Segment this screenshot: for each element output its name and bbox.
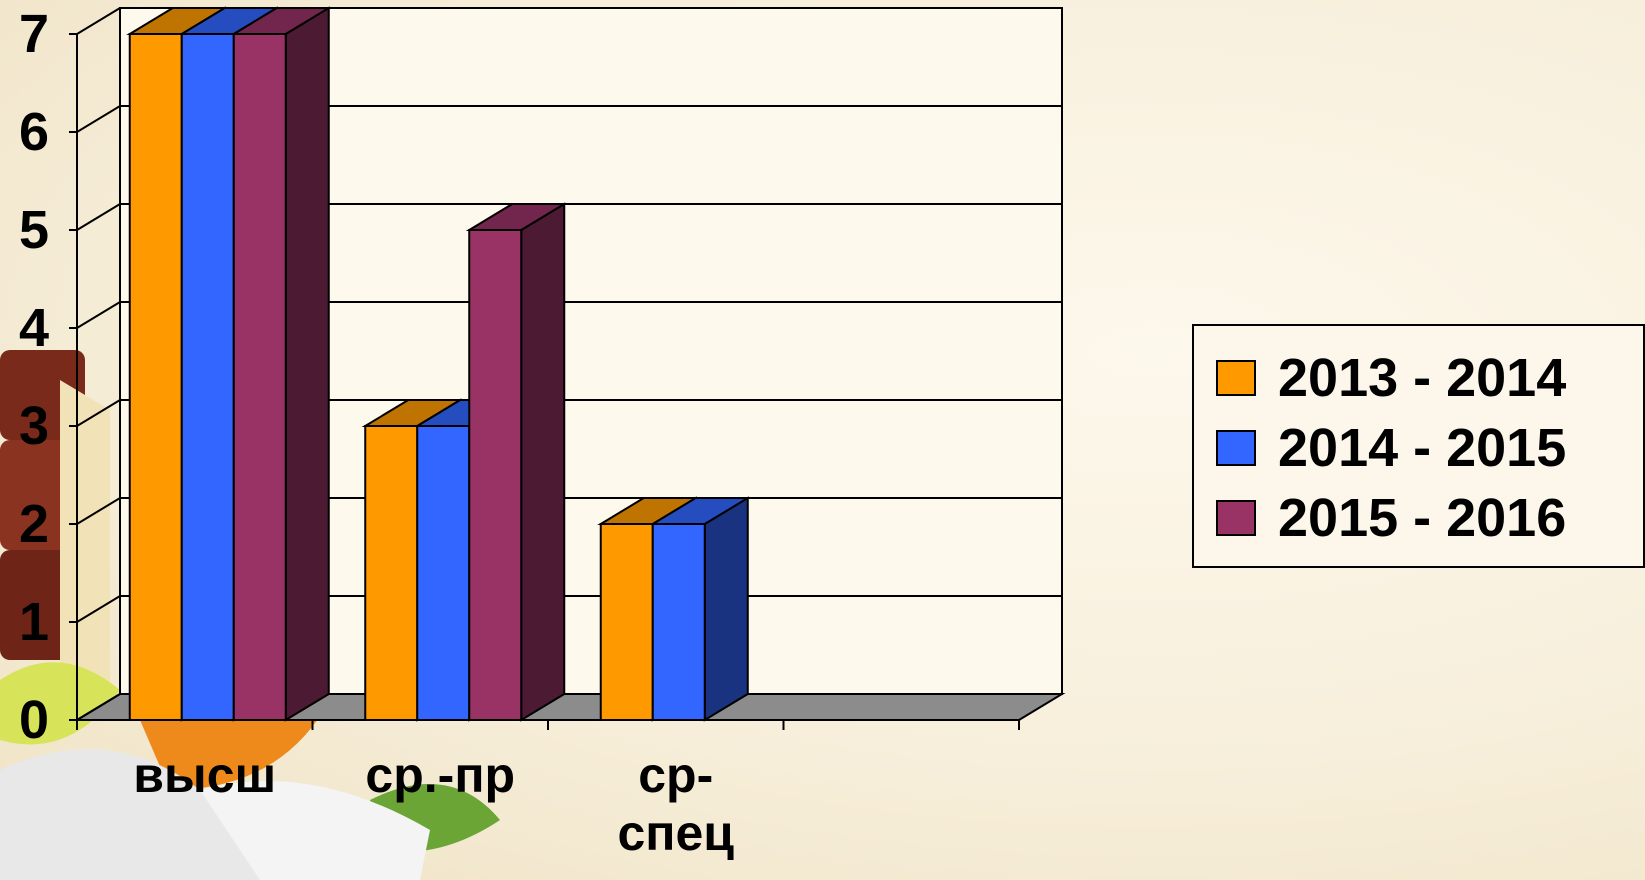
y-tick-label: 7 xyxy=(19,4,49,64)
legend-item-2015-2016: 2015 - 2016 xyxy=(1216,488,1566,548)
bar-side xyxy=(520,202,566,722)
legend-label: 2015 - 2016 xyxy=(1278,488,1567,548)
decor-books xyxy=(0,350,110,700)
bar xyxy=(468,229,523,721)
x-category-label: ср- xyxy=(638,747,713,803)
legend-item-2013-2014: 2013 - 2014 xyxy=(1216,348,1566,408)
side-wall-line xyxy=(76,301,121,329)
bar-side xyxy=(703,496,749,722)
legend-label: 2014 - 2015 xyxy=(1278,418,1567,478)
side-wall-line xyxy=(76,105,121,133)
side-wall-line xyxy=(76,497,121,525)
y-tick-label: 5 xyxy=(19,200,49,260)
x-category-label: высш xyxy=(133,747,276,803)
bar xyxy=(232,33,287,721)
legend-swatch-purple xyxy=(1216,500,1256,536)
side-wall-line xyxy=(76,203,121,231)
y-tick-label: 4 xyxy=(19,298,49,358)
side-wall-line xyxy=(76,595,121,623)
y-tick-label: 2 xyxy=(19,494,49,554)
bar xyxy=(180,33,235,721)
legend-label: 2013 - 2014 xyxy=(1278,348,1567,408)
chart-legend: 2013 - 2014 2014 - 2015 2015 - 2016 xyxy=(1192,324,1645,568)
bar xyxy=(599,523,654,721)
bar-side xyxy=(284,6,330,722)
x-category-label: ср.-пр xyxy=(365,747,515,803)
bar xyxy=(128,33,183,721)
side-wall-line xyxy=(76,7,121,35)
bar xyxy=(364,425,419,721)
y-tick-label: 1 xyxy=(19,592,49,652)
bar xyxy=(416,425,471,721)
x-category-label: спец xyxy=(617,805,734,861)
side-wall-line xyxy=(76,693,121,721)
bar xyxy=(651,523,706,721)
legend-item-2014-2015: 2014 - 2015 xyxy=(1216,418,1566,478)
legend-swatch-orange xyxy=(1216,360,1256,396)
y-tick-label: 6 xyxy=(19,102,49,162)
y-tick-label: 3 xyxy=(19,396,49,456)
y-tick-label: 0 xyxy=(19,690,49,750)
side-wall-line xyxy=(76,399,121,427)
legend-swatch-blue xyxy=(1216,430,1256,466)
